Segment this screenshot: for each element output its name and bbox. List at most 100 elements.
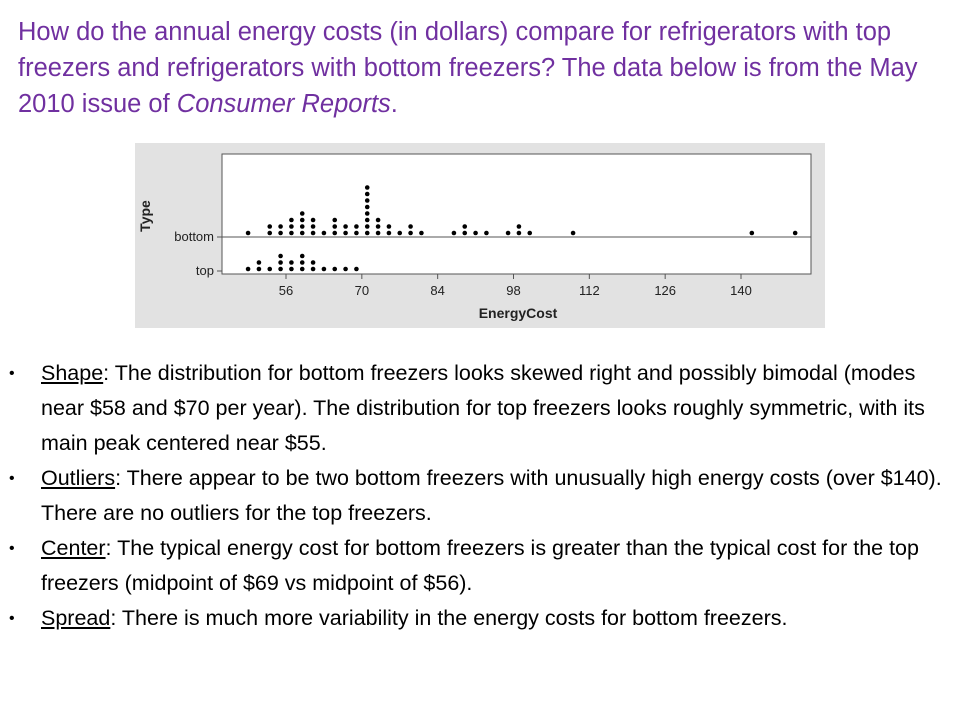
dot-top [289, 260, 294, 265]
dot-bottom [364, 185, 370, 190]
dot-bottom [332, 217, 338, 223]
dot-bottom [332, 230, 338, 236]
x-tick-label: 126 [654, 283, 676, 298]
note-term: Outliers [41, 466, 116, 490]
dot-top [245, 266, 251, 272]
dot-bottom [364, 230, 370, 236]
dotplot-panel: bottom top Type 56 70 84 98 112 126 140 EnergyCost [135, 143, 825, 328]
dot-bottom [484, 230, 489, 236]
dot-bottom [245, 230, 251, 236]
dot-bottom [343, 230, 348, 236]
note-shape: • Shape: The distribution for bottom free… [0, 356, 960, 461]
note-spread: • Spread: There is much more variability … [0, 601, 960, 636]
dot-bottom [516, 224, 522, 229]
dot-bottom [473, 230, 478, 236]
dot-bottom [451, 230, 457, 236]
dot-bottom [299, 230, 305, 236]
note-term: Shape [41, 361, 104, 385]
dot-top [278, 260, 283, 265]
dot-bottom [570, 230, 576, 236]
dot-top [267, 266, 273, 272]
dot-bottom [364, 211, 370, 216]
note-text: : The distribution for bottom freezers l… [41, 361, 925, 455]
dotplot-chart: bottom top Type 56 70 84 98 112 126 140 EnergyCost [137, 153, 812, 321]
dot-bottom [408, 230, 413, 236]
dot-bottom [364, 224, 370, 229]
dot-bottom [792, 230, 798, 236]
dot-top [256, 260, 262, 265]
dot-bottom [278, 230, 283, 236]
note-term: Center [41, 536, 106, 560]
dot-bottom [462, 224, 468, 229]
dot-top [299, 266, 305, 272]
dot-bottom [310, 224, 316, 229]
source-title: Consumer Reports [176, 90, 391, 118]
dot-top [332, 266, 338, 272]
dot-bottom [299, 217, 305, 223]
dot-bottom [375, 217, 381, 223]
bullet-icon: • [9, 610, 15, 627]
dot-top [278, 253, 283, 259]
dot-bottom [364, 191, 370, 197]
analysis-bullets: • Shape: The distribution for bottom free… [0, 356, 960, 636]
x-tick-label: 70 [355, 283, 369, 298]
dot-bottom [419, 230, 424, 236]
question-main-text: How do the annual energy costs (in dolla… [18, 18, 918, 118]
bullet-icon: • [9, 470, 15, 487]
dot-bottom [505, 230, 511, 236]
dot-bottom [364, 217, 370, 223]
note-outliers: • Outliers: There appear to be two bottom… [0, 461, 960, 531]
dot-bottom [289, 224, 294, 229]
dot-top [299, 253, 305, 259]
dot-bottom [332, 224, 338, 229]
dot-bottom [749, 230, 755, 236]
dot-top [256, 266, 262, 272]
note-term: Spread [41, 606, 111, 630]
dot-bottom [516, 230, 522, 236]
dot-top [278, 266, 283, 272]
plot-frame [221, 153, 812, 275]
dot-top [343, 266, 348, 272]
y-tick-label-top: top [196, 263, 214, 278]
dot-top [310, 260, 316, 265]
dot-bottom [386, 224, 392, 229]
note-text: : There appear to be two bottom freezers… [41, 466, 942, 525]
dot-bottom [343, 224, 348, 229]
dot-bottom [310, 217, 316, 223]
dot-bottom [310, 230, 316, 236]
x-tick-label: 112 [579, 283, 600, 298]
dot-bottom [364, 198, 370, 203]
bullet-icon: • [9, 540, 15, 557]
dot-bottom [354, 230, 359, 236]
x-tick-label: 98 [506, 283, 520, 298]
bullet-icon: • [9, 365, 15, 382]
dot-bottom [364, 204, 370, 210]
x-tick-label: 140 [730, 283, 752, 298]
dot-top [299, 260, 305, 265]
note-text: : There is much more variability in the … [110, 606, 788, 630]
dot-top [321, 266, 327, 272]
dot-bottom [278, 224, 283, 229]
dot-bottom [299, 211, 305, 216]
note-center: • Center: The typical energy cost for bot… [0, 531, 960, 601]
dot-top [354, 266, 359, 272]
x-axis-label: EnergyCost [479, 305, 558, 321]
x-tick-label: 56 [279, 283, 293, 298]
dot-bottom [321, 230, 327, 236]
dot-bottom [375, 230, 381, 236]
y-tick-label-bottom: bottom [174, 229, 214, 244]
question-text: How do the annual energy costs (in dolla… [18, 14, 938, 122]
dot-bottom [375, 224, 381, 229]
dot-bottom [354, 224, 359, 229]
x-tick-label: 84 [430, 283, 444, 298]
y-axis-label: Type [137, 200, 153, 232]
dot-top [289, 266, 294, 272]
dot-bottom [299, 224, 305, 229]
question-end: . [390, 90, 398, 118]
dot-bottom [386, 230, 392, 236]
dot-top [310, 266, 316, 272]
dot-bottom [408, 224, 413, 229]
dot-bottom [267, 224, 273, 229]
dot-bottom [462, 230, 468, 236]
dot-bottom [289, 230, 294, 236]
